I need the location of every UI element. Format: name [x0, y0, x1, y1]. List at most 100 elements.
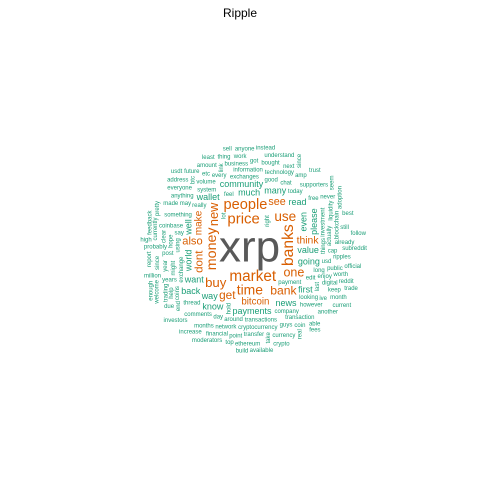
word-exchange: exchange — [179, 256, 185, 283]
word-welcome: welcome — [154, 279, 160, 304]
word-point: point — [229, 334, 242, 340]
word-least: least — [202, 155, 215, 161]
word-coinbase: coinbase — [159, 223, 184, 229]
word-get: get — [219, 288, 236, 302]
word-increase: increase — [179, 329, 202, 335]
word-btc: btc — [190, 176, 196, 184]
word-news: news — [276, 298, 298, 308]
word-say: say — [174, 230, 183, 236]
word-payment: payment — [278, 280, 301, 286]
word-anything: anything — [171, 193, 194, 199]
word-price: price — [227, 211, 259, 228]
word-seem: seem — [330, 176, 336, 191]
word-really: really — [192, 203, 206, 209]
word-ethereum: ethereum — [235, 342, 260, 348]
word-value: value — [297, 245, 319, 255]
word-please: please — [309, 208, 319, 235]
word-something: something — [164, 212, 192, 218]
word-time: time — [237, 282, 264, 298]
word-usd: usd — [322, 259, 332, 265]
word-company: company — [274, 309, 298, 315]
word-help: help — [169, 287, 175, 299]
word-end: end — [176, 301, 182, 311]
word-using: using — [176, 238, 182, 252]
word-think: think — [297, 236, 320, 247]
word-got: got — [250, 158, 259, 164]
word-free: free — [308, 196, 319, 202]
word-transaction: transaction — [285, 315, 314, 321]
word-see: see — [268, 196, 285, 208]
word-thread: thread — [183, 301, 200, 307]
word-ive: ive — [319, 296, 327, 302]
word-network: network — [215, 325, 237, 331]
word-fees: fees — [309, 327, 320, 333]
word-instead: instead — [256, 145, 275, 151]
word-actually: actually — [327, 226, 333, 246]
word-link: link — [219, 162, 225, 172]
word-technology: technology — [265, 170, 294, 176]
word-since: since — [155, 255, 161, 270]
word-every: every — [212, 173, 227, 179]
word-already: already — [335, 240, 355, 246]
word-feel: feel — [224, 192, 234, 198]
word-want: want — [184, 274, 205, 284]
word-day: day — [213, 315, 223, 321]
word-way: way — [201, 291, 219, 301]
word-bought: bought — [261, 160, 280, 166]
word-public: public — [327, 266, 343, 272]
word-report: report — [147, 251, 153, 267]
word-going: going — [298, 257, 320, 267]
word-available: available — [250, 348, 274, 354]
word-around: around — [224, 317, 243, 323]
word-real: real — [297, 329, 303, 339]
word-dont: dont — [193, 250, 205, 273]
word-trading: trading — [163, 284, 169, 302]
word-never: never — [320, 195, 335, 201]
word-liquidity: liquidity — [329, 201, 335, 221]
word-enough: enough — [149, 281, 155, 301]
word-due: due — [164, 304, 175, 310]
word-chat: chat — [280, 181, 292, 187]
word-wallet: wallet — [196, 192, 221, 202]
word-exchanges: exchanges — [230, 175, 259, 181]
word-business: business — [225, 161, 249, 167]
word-today: today — [288, 189, 303, 195]
word-xrp: xrp — [219, 222, 280, 271]
word-transactions: transactions — [245, 318, 277, 324]
word-bank: bank — [270, 284, 297, 298]
word-address: address — [167, 177, 188, 183]
word-probably: probably — [144, 244, 167, 250]
word-hold: hold — [226, 303, 232, 314]
word-official: official — [344, 264, 361, 270]
word-much: much — [238, 188, 260, 198]
word-everyone: everyone — [167, 186, 192, 192]
word-read: read — [288, 197, 306, 207]
word-coin: coin — [294, 323, 305, 329]
word-buy: buy — [205, 275, 227, 290]
word-world: world — [183, 250, 193, 273]
word-supporters: supporters — [300, 183, 328, 189]
word-adoption: adoption — [338, 186, 344, 209]
word-million: million — [144, 274, 161, 280]
word-sell: sell — [223, 147, 232, 153]
word-transfer: transfer — [244, 332, 264, 338]
word-take: take — [266, 331, 272, 343]
word-new: new — [206, 202, 221, 226]
word-cryptocurrency: cryptocurrency — [238, 325, 277, 331]
word-currently: currently — [153, 217, 159, 240]
word-make: make — [194, 210, 205, 235]
word-financial: financial — [206, 332, 228, 338]
word-hope: hope — [169, 234, 175, 248]
word-high: high — [140, 237, 151, 243]
word-things: things — [321, 238, 327, 254]
word-anyone: anyone — [235, 147, 255, 153]
word-also: also — [182, 236, 202, 248]
word-trade: trade — [344, 286, 358, 292]
word-information: information — [233, 167, 263, 173]
word-trust: trust — [309, 168, 321, 174]
word-build: build — [236, 348, 249, 354]
word-cap: cap — [328, 248, 338, 254]
word-many: many — [264, 186, 287, 196]
word-blockchain: blockchain — [334, 211, 340, 239]
